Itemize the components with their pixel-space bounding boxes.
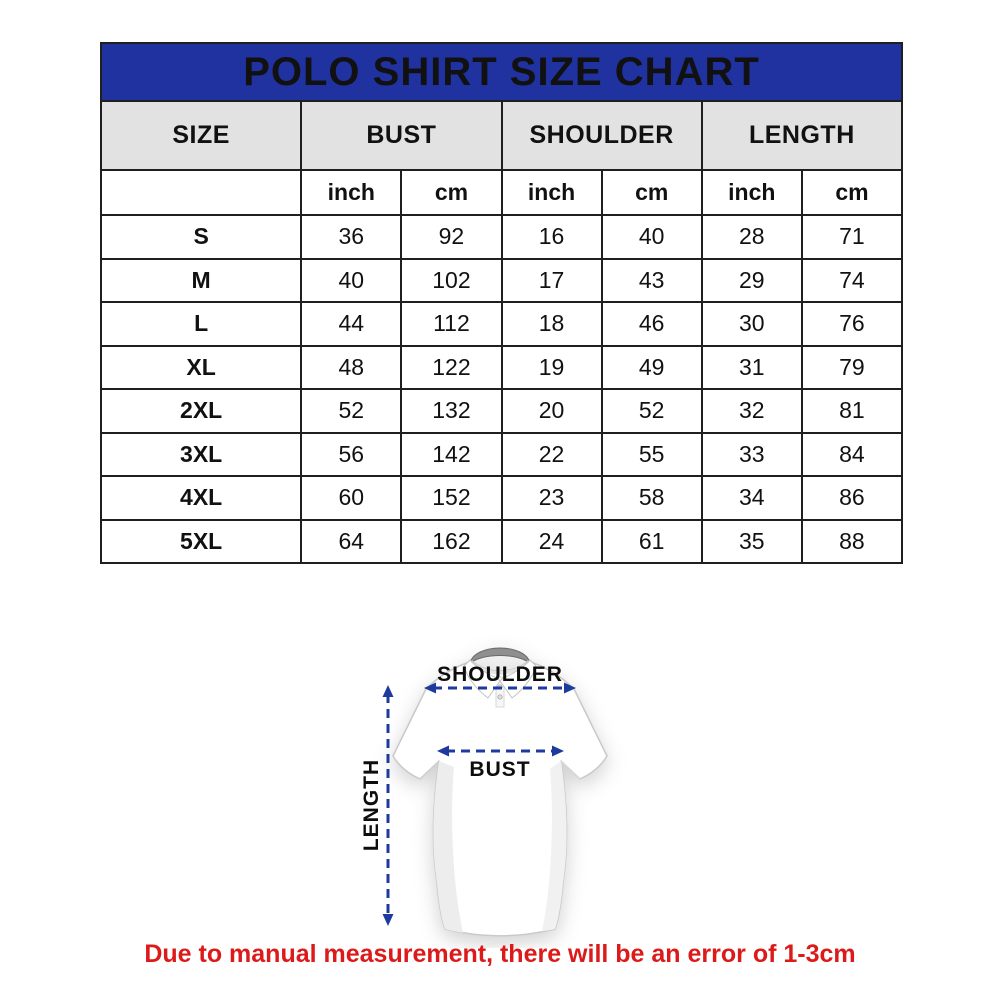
size-cell: S [99,214,303,260]
unit-header-length-inch: inch [700,169,803,216]
measurement-cell: 92 [400,214,503,260]
measurement-cell: 19 [500,344,603,390]
measurement-cell: 36 [300,214,403,260]
measurement-cell: 52 [600,388,703,434]
unit-row: inch cm inch cm inch cm [99,169,904,216]
measurement-cell: 35 [700,518,803,564]
measurement-cell: 30 [700,301,803,347]
measurement-cell: 20 [500,388,603,434]
size-cell: M [99,257,303,303]
measurement-cell: 40 [300,257,403,303]
measurement-cell: 40 [600,214,703,260]
unit-header-length-cm: cm [800,169,904,216]
measurement-cell: 56 [300,431,403,477]
measurement-cell: 81 [800,388,904,434]
size-cell: 5XL [99,518,303,564]
table-row: 2XL 52 132 20 52 32 81 [99,388,904,434]
size-cell: L [99,301,303,347]
measurement-cell: 76 [800,301,904,347]
measurement-cell: 60 [300,475,403,521]
measurement-cell: 152 [400,475,503,521]
measurement-cell: 74 [800,257,904,303]
measurement-cell: 64 [300,518,403,564]
measurement-cell: 17 [500,257,603,303]
chart-title: POLO SHIRT SIZE CHART [100,42,903,102]
table-row: S 36 92 16 40 28 71 [99,214,904,260]
measurement-cell: 86 [800,475,904,521]
measurement-cell: 18 [500,301,603,347]
title-row: POLO SHIRT SIZE CHART [100,42,903,102]
unit-header-bust-inch: inch [300,169,403,216]
size-cell: XL [99,344,303,390]
col-header-shoulder: SHOULDER [500,100,703,171]
measurement-cell: 48 [300,344,403,390]
size-cell: 4XL [99,475,303,521]
measurement-cell: 29 [700,257,803,303]
measurement-cell: 28 [700,214,803,260]
measurement-cell: 43 [600,257,703,303]
measurement-cell: 61 [600,518,703,564]
measurement-arrows [382,682,576,926]
measurement-cell: 46 [600,301,703,347]
empty-cell [99,169,303,216]
measurement-cell: 84 [800,431,904,477]
measurement-cell: 55 [600,431,703,477]
measurement-cell: 22 [500,431,603,477]
table-row: L 44 112 18 46 30 76 [99,301,904,347]
size-cell: 3XL [99,431,303,477]
table-row: 3XL 56 142 22 55 33 84 [99,431,904,477]
measurement-cell: 32 [700,388,803,434]
measurement-cell: 162 [400,518,503,564]
measurement-cell: 58 [600,475,703,521]
measurement-cell: 34 [700,475,803,521]
measurement-cell: 49 [600,344,703,390]
measurement-cell: 23 [500,475,603,521]
table-row: XL 48 122 19 49 31 79 [99,344,904,390]
measurement-cell: 132 [400,388,503,434]
table-row: 4XL 60 152 23 58 34 86 [99,475,904,521]
polo-shirt-illustration [392,647,608,937]
shoulder-label: SHOULDER [437,663,563,686]
unit-header-shoulder-inch: inch [500,169,603,216]
measurement-disclaimer: Due to manual measurement, there will be… [144,940,856,968]
measurement-cell: 142 [400,431,503,477]
unit-header-bust-cm: cm [400,169,503,216]
col-header-size: SIZE [99,100,303,171]
measurement-cell: 52 [300,388,403,434]
table-row: M 40 102 17 43 29 74 [99,257,904,303]
bust-label: BUST [469,758,530,781]
measurement-cell: 16 [500,214,603,260]
polo-shirt-diagram: SHOULDER BUST LENGTH [360,647,608,937]
header-row: SIZE BUST SHOULDER LENGTH [99,100,904,171]
measurement-cell: 122 [400,344,503,390]
measurement-cell: 31 [700,344,803,390]
measurement-cell: 44 [300,301,403,347]
measurement-cell: 102 [400,257,503,303]
measurement-cell: 24 [500,518,603,564]
measurement-cell: 71 [800,214,904,260]
col-header-bust: BUST [300,100,503,171]
measurement-cell: 88 [800,518,904,564]
length-label: LENGTH [360,759,383,851]
measurement-cell: 79 [800,344,904,390]
measurement-cell: 33 [700,431,803,477]
measurement-cell: 112 [400,301,503,347]
col-header-length: LENGTH [700,100,904,171]
size-cell: 2XL [99,388,303,434]
table-row: 5XL 64 162 24 61 35 88 [99,518,904,564]
size-chart-table: POLO SHIRT SIZE CHART SIZE BUST SHOULDER… [99,42,904,564]
unit-header-shoulder-cm: cm [600,169,703,216]
